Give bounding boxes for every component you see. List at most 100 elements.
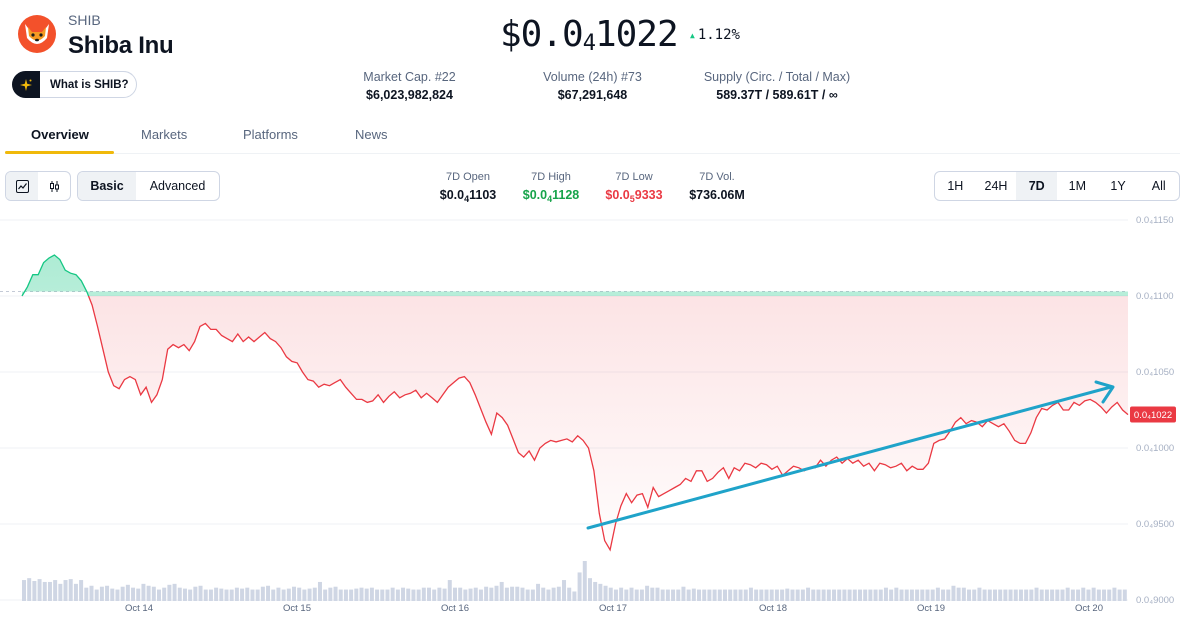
coin-name: Shiba Inu bbox=[68, 32, 174, 59]
volume-bar bbox=[629, 587, 634, 601]
volume-bar bbox=[120, 586, 125, 601]
volume-bar bbox=[32, 581, 37, 601]
volume-bar bbox=[619, 587, 624, 601]
volume-bar bbox=[328, 587, 333, 601]
volume-bar bbox=[992, 589, 997, 601]
tab-overview[interactable]: Overview bbox=[31, 127, 89, 142]
volume-bar bbox=[562, 580, 567, 601]
volume-bar bbox=[977, 587, 982, 601]
volume-bar bbox=[889, 589, 894, 601]
range-1m-button[interactable]: 1M bbox=[1068, 179, 1087, 193]
volume-bar bbox=[998, 589, 1003, 601]
volume-bar bbox=[671, 589, 676, 601]
volume-bar bbox=[58, 583, 63, 601]
volume-bar bbox=[650, 587, 655, 601]
volume-bar bbox=[717, 589, 722, 601]
volume-bar bbox=[167, 584, 172, 601]
volume-bar bbox=[338, 589, 343, 601]
volume-bar bbox=[266, 585, 271, 601]
volume-bar bbox=[811, 589, 816, 601]
y-tick-label: 0.0₄9000 bbox=[1136, 595, 1174, 606]
volume-bar bbox=[577, 572, 582, 601]
volume-bar bbox=[307, 588, 312, 601]
range-all-button[interactable]: All bbox=[1151, 179, 1166, 193]
volume-bar bbox=[702, 589, 707, 601]
mode-advanced-button[interactable]: Advanced bbox=[149, 179, 206, 193]
volume-bar bbox=[863, 589, 868, 601]
volume-bar bbox=[842, 589, 847, 601]
volume-bar bbox=[551, 587, 556, 601]
volume-bar bbox=[432, 589, 437, 601]
volume-bar bbox=[193, 586, 198, 601]
candlestick-icon[interactable] bbox=[38, 172, 70, 200]
volume-bar bbox=[832, 589, 837, 601]
volume-bar bbox=[515, 586, 520, 601]
tab-platforms[interactable]: Platforms bbox=[243, 127, 298, 142]
volume-bar bbox=[1117, 589, 1122, 601]
volume-bar bbox=[873, 589, 878, 601]
volume-bar bbox=[42, 581, 47, 601]
volume-bar bbox=[1096, 589, 1101, 601]
range-1h-button[interactable]: 1H bbox=[947, 179, 964, 193]
volume-bar bbox=[868, 589, 873, 601]
what-is-button[interactable]: What is SHIB? bbox=[12, 71, 137, 98]
volume-bar bbox=[510, 586, 515, 601]
volume-bar bbox=[302, 589, 307, 601]
volume-bar bbox=[27, 578, 32, 601]
volume-bar bbox=[182, 588, 187, 601]
tab-news[interactable]: News bbox=[355, 127, 388, 142]
volume-bar bbox=[837, 589, 842, 601]
volume-bar bbox=[603, 585, 608, 601]
volume-bar bbox=[437, 587, 442, 601]
area-above-open bbox=[22, 255, 1128, 296]
price-chart[interactable]: 0.0₄1150 0.0₄1100 0.0₄1050 0.0₄1000 0.0₄9500… bbox=[0, 210, 1200, 626]
volume-bar bbox=[37, 579, 42, 601]
chart-view-toggle bbox=[5, 171, 71, 201]
y-tick-label: 0.0₄1150 bbox=[1136, 215, 1174, 226]
volume-bar bbox=[956, 587, 961, 601]
volume-bar bbox=[245, 587, 250, 601]
volume-bar bbox=[349, 589, 354, 601]
volume-bar bbox=[494, 585, 499, 601]
volume-bar bbox=[878, 589, 883, 601]
volume-bar bbox=[764, 589, 769, 601]
volume-bar bbox=[317, 581, 322, 601]
range-24h-button[interactable]: 24H bbox=[984, 179, 1008, 193]
volume-bar bbox=[364, 588, 369, 601]
volume-bar bbox=[972, 589, 977, 601]
volume-bar bbox=[541, 587, 546, 601]
caret-up-icon: ▲ bbox=[690, 30, 695, 40]
volume-bar bbox=[676, 589, 681, 601]
x-tick-label: Oct 14 bbox=[125, 603, 153, 614]
volume-bar bbox=[598, 583, 603, 601]
range-7d-button[interactable]: 7D bbox=[1016, 172, 1058, 200]
volume-bar bbox=[1060, 589, 1065, 601]
volume-bar bbox=[125, 584, 130, 601]
stat-label: Market Cap. #22 bbox=[363, 70, 456, 84]
seven-day-low-value: $0.059333 bbox=[605, 188, 663, 204]
volume-bar bbox=[385, 589, 390, 601]
volume-bar bbox=[1039, 589, 1044, 601]
stat-market-cap: Market Cap. #22 $6,023,982,824 bbox=[352, 70, 467, 102]
volume-bar bbox=[1086, 589, 1091, 601]
volume-bar bbox=[946, 589, 951, 601]
line-chart-icon[interactable] bbox=[6, 172, 38, 200]
volume-bar bbox=[484, 586, 489, 601]
volume-bar bbox=[63, 580, 68, 601]
range-1y-button[interactable]: 1Y bbox=[1110, 179, 1126, 193]
tab-markets[interactable]: Markets bbox=[141, 127, 188, 142]
stat-label: Supply (Circ. / Total / Max) bbox=[703, 70, 851, 84]
seven-day-open-value: $0.041103 bbox=[439, 188, 497, 204]
mode-basic-button[interactable]: Basic bbox=[78, 172, 136, 200]
volume-bar bbox=[131, 587, 136, 601]
volume-bar bbox=[857, 589, 862, 601]
volume-bar bbox=[1122, 589, 1127, 601]
x-tick-label: Oct 16 bbox=[441, 603, 469, 614]
volume-bar bbox=[795, 589, 800, 601]
volume-bar bbox=[281, 589, 286, 601]
seven-day-volume-label: 7D Vol. bbox=[699, 171, 735, 183]
volume-bar bbox=[790, 589, 795, 601]
y-axis: 0.0₄1150 0.0₄1100 0.0₄1050 0.0₄1000 0.0₄9500… bbox=[1136, 215, 1174, 606]
seven-day-open: 7D Open $0.041103 bbox=[432, 171, 504, 204]
price-change-pct: 1.12% bbox=[697, 27, 740, 43]
